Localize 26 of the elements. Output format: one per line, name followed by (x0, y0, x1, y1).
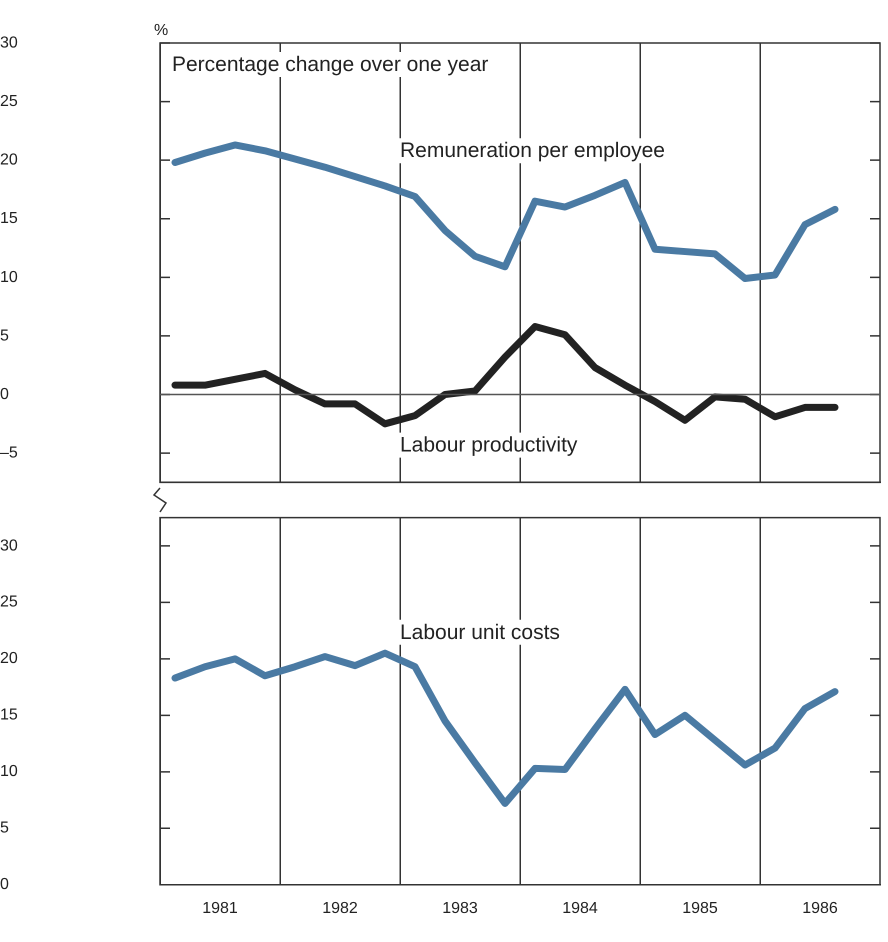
text: Percentage change over one year (172, 53, 488, 76)
y-tick-label: 30 (0, 537, 18, 554)
y-tick-label: 0 (0, 386, 9, 403)
y-tick-label: 25 (0, 594, 18, 611)
x-tick-label: 1984 (562, 900, 598, 917)
x-tick-label: 1981 (202, 900, 238, 917)
x-tick-label: 1982 (322, 900, 358, 917)
y-tick-label: –5 (0, 444, 18, 462)
y-tick-label: 5 (0, 327, 9, 344)
series-label: Labour unit costs (400, 620, 560, 644)
y-tick-label: 5 (0, 820, 9, 837)
x-tick-label: 1985 (682, 900, 718, 917)
y-tick-label: 20 (0, 152, 18, 169)
y-tick-label: 15 (0, 210, 18, 228)
y-tick-label: 0 (0, 876, 9, 894)
x-tick-label: 1986 (802, 900, 838, 917)
y-tick-label: 20 (0, 650, 18, 668)
y-tick-label: 30 (0, 34, 18, 52)
y-tick-label: 25 (0, 92, 18, 110)
y-tick-label: 15 (0, 706, 18, 724)
x-tick-label: 1983 (442, 900, 478, 917)
series-label: Labour productivity (400, 434, 578, 457)
y-tick-label: 10 (0, 763, 18, 780)
series-label: Remuneration per employee (400, 139, 665, 162)
y-tick-label: 10 (0, 268, 18, 286)
y-axis-title: % (154, 22, 168, 39)
